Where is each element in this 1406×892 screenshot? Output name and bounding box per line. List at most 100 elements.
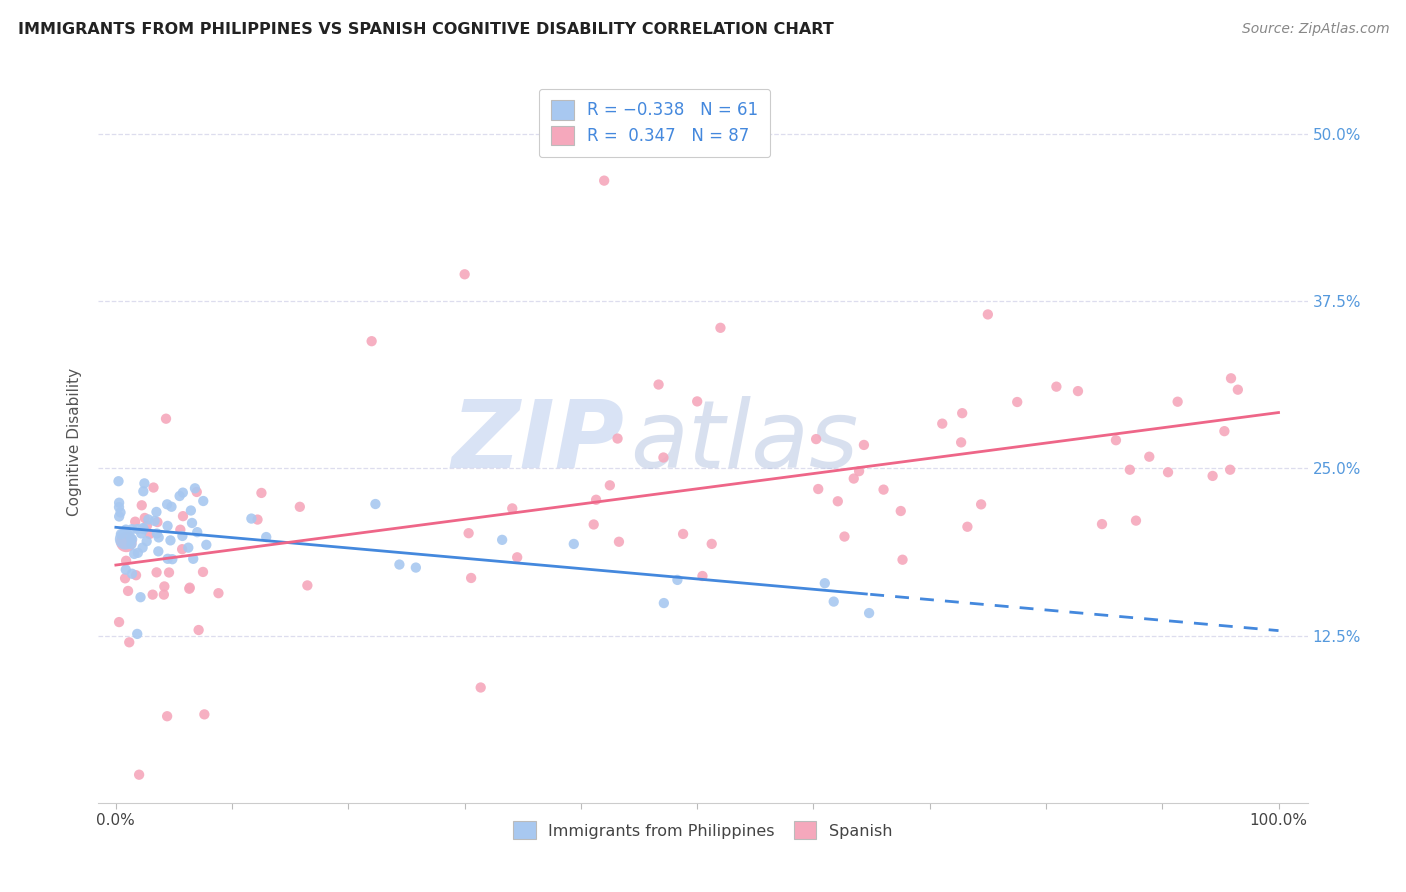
Point [129, 591, 152, 605]
Point [191, 565, 214, 579]
Point [652, 596, 675, 610]
Point [131, 498, 153, 512]
Point [169, 489, 191, 503]
Point [127, 522, 149, 536]
Point [180, 503, 202, 517]
Point [132, 484, 155, 499]
Text: IMMIGRANTS FROM PHILIPPINES VS SPANISH COGNITIVE DISABILITY CORRELATION CHART: IMMIGRANTS FROM PHILIPPINES VS SPANISH C… [18, 22, 834, 37]
Point [172, 529, 194, 543]
Point [162, 552, 184, 566]
Point [138, 527, 160, 541]
Y-axis label: Cognitive Disability: Cognitive Disability [67, 368, 83, 516]
Point [700, 537, 723, 551]
Point [1045, 379, 1067, 393]
Point [207, 586, 229, 600]
Point [134, 511, 156, 525]
Point [652, 450, 675, 465]
Point [148, 544, 170, 558]
Point [155, 411, 177, 425]
Point [184, 481, 207, 495]
Point [118, 635, 141, 649]
Point [593, 173, 616, 188]
Point [135, 534, 157, 549]
Point [132, 521, 155, 535]
Point [1067, 384, 1090, 398]
Point [457, 526, 479, 541]
Point [145, 505, 167, 519]
Legend: Immigrants from Philippines, Spanish: Immigrants from Philippines, Spanish [503, 812, 903, 849]
Point [108, 509, 131, 524]
Point [179, 581, 201, 595]
Point [1137, 450, 1160, 464]
Point [977, 307, 1000, 322]
Point [891, 552, 914, 566]
Point [360, 334, 382, 349]
Point [506, 550, 529, 565]
Point [858, 606, 880, 620]
Point [108, 615, 131, 629]
Text: atlas: atlas [630, 396, 859, 487]
Point [153, 588, 176, 602]
Point [193, 707, 215, 722]
Point [804, 432, 827, 446]
Point [460, 571, 482, 585]
Point [852, 438, 875, 452]
Point [453, 268, 475, 282]
Point [146, 526, 169, 541]
Point [491, 533, 513, 547]
Point [195, 538, 218, 552]
Point [240, 511, 263, 525]
Point [1167, 394, 1189, 409]
Point [834, 530, 856, 544]
Point [1219, 463, 1241, 477]
Point [872, 483, 894, 497]
Point [145, 566, 167, 580]
Point [848, 464, 870, 478]
Point [606, 432, 628, 446]
Point [108, 500, 131, 515]
Point [193, 494, 215, 508]
Point [842, 472, 865, 486]
Point [110, 505, 132, 519]
Point [297, 578, 319, 592]
Point [121, 533, 143, 547]
Point [115, 534, 138, 549]
Point [827, 494, 849, 508]
Point [120, 531, 142, 545]
Point [138, 512, 160, 526]
Point [807, 482, 830, 496]
Point [890, 504, 912, 518]
Point [1125, 514, 1147, 528]
Point [156, 497, 179, 511]
Point [127, 627, 149, 641]
Point [177, 541, 200, 555]
Point [122, 547, 145, 561]
Point [666, 573, 689, 587]
Point [1005, 395, 1028, 409]
Point [970, 497, 993, 511]
Point [143, 514, 166, 528]
Point [159, 533, 181, 548]
Point [156, 709, 179, 723]
Point [599, 478, 621, 492]
Point [931, 417, 953, 431]
Point [121, 537, 143, 551]
Point [709, 321, 731, 335]
Point [127, 546, 149, 560]
Point [956, 520, 979, 534]
Point [686, 394, 709, 409]
Point [1213, 424, 1236, 438]
Point [187, 623, 209, 637]
Point [470, 681, 492, 695]
Point [501, 501, 523, 516]
Point [672, 527, 695, 541]
Point [172, 509, 194, 524]
Point [950, 406, 973, 420]
Point [108, 496, 131, 510]
Point [950, 435, 973, 450]
Point [132, 522, 155, 536]
Point [179, 582, 201, 596]
Point [115, 554, 138, 568]
Point [1226, 383, 1249, 397]
Point [169, 523, 191, 537]
